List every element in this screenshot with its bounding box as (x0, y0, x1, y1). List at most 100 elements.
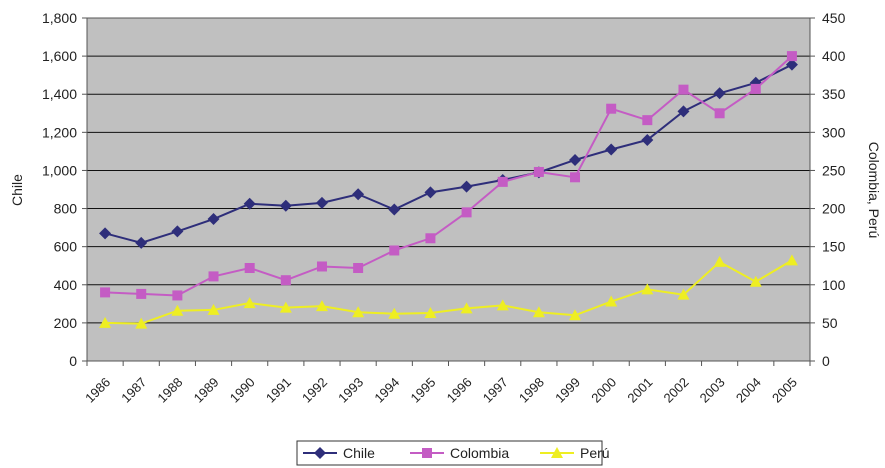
x-tick-label: 1995 (407, 375, 438, 406)
data-point (388, 203, 401, 216)
data-point (422, 448, 432, 458)
data-point (786, 51, 797, 62)
left-tick-label: 1,200 (42, 124, 77, 140)
legend-label: Perú (580, 445, 610, 461)
x-tick-label: 1992 (299, 375, 330, 406)
data-point (315, 300, 328, 312)
data-point (532, 306, 545, 318)
left-tick-label: 0 (69, 353, 77, 369)
data-point (353, 263, 364, 274)
data-point (497, 176, 508, 187)
data-point (424, 186, 437, 199)
data-point (208, 271, 219, 282)
data-point (551, 447, 563, 458)
data-point (605, 295, 618, 307)
x-tick-label: 2005 (769, 375, 800, 406)
x-tick-label: 1988 (154, 375, 185, 406)
x-tick-label: 1989 (191, 375, 222, 406)
data-point (388, 307, 401, 319)
data-point (606, 103, 617, 114)
left-tick-label: 1,800 (42, 10, 77, 26)
right-tick-label: 0 (822, 353, 830, 369)
data-point (352, 188, 365, 201)
legend-item-perú: Perú (540, 445, 610, 461)
series-line (105, 55, 793, 297)
data-point (243, 197, 256, 210)
right-tick-label: 350 (822, 86, 846, 102)
x-tick-label: 1986 (82, 375, 113, 406)
series-perú (99, 254, 798, 329)
legend: Chile Colombia Perú (296, 440, 610, 466)
x-axis-ticks: 1986 1987 1988 1989 1990 1991 1992 1993 1994 1995… (82, 361, 811, 406)
left-tick-label: 1,000 (42, 162, 77, 178)
right-axis-ticks: 0 50 100 150 200 250 300 350 400 450 (810, 10, 846, 369)
x-tick-label: 1999 (552, 375, 583, 406)
data-point (171, 225, 184, 238)
right-tick-label: 250 (822, 162, 846, 178)
data-point (207, 303, 220, 315)
data-point (749, 275, 762, 287)
right-tick-label: 100 (822, 277, 846, 293)
data-point (279, 301, 292, 313)
left-tick-label: 600 (54, 239, 78, 255)
data-point (389, 245, 400, 256)
data-point (785, 58, 798, 71)
data-point (244, 263, 255, 274)
right-tick-label: 50 (822, 315, 838, 331)
right-tick-label: 300 (822, 124, 846, 140)
data-point (136, 288, 147, 299)
legend-label: Chile (343, 445, 375, 461)
right-tick-label: 400 (822, 48, 846, 64)
data-point (279, 199, 292, 212)
data-point (100, 287, 111, 298)
left-tick-label: 200 (54, 315, 78, 331)
data-point (570, 172, 581, 183)
data-point (207, 213, 220, 226)
data-point (678, 84, 689, 95)
x-tick-label: 2000 (588, 375, 619, 406)
data-point (605, 143, 618, 156)
left-axis-label: Chile (9, 174, 25, 206)
left-tick-label: 1,400 (42, 86, 77, 102)
series-layer (99, 51, 798, 329)
data-point (785, 254, 798, 266)
data-point (569, 153, 582, 166)
data-point (461, 207, 472, 218)
data-point (713, 87, 726, 100)
data-point (425, 233, 436, 244)
data-point (713, 255, 726, 267)
data-point (750, 83, 761, 94)
x-tick-label: 1990 (227, 375, 258, 406)
data-point (460, 302, 473, 314)
data-point (424, 306, 437, 318)
legend-item-chile: Chile (303, 445, 375, 461)
data-point (569, 309, 582, 321)
data-point (316, 261, 327, 272)
data-point (641, 283, 654, 295)
data-point (677, 105, 690, 118)
data-point (280, 275, 291, 286)
left-axis-ticks: 0 200 400 600 800 1,000 1,200 1,400 1,600 1,800 (42, 10, 87, 369)
x-tick-label: 2004 (733, 375, 764, 406)
x-tick-label: 1996 (444, 375, 475, 406)
series-colombia (100, 51, 797, 301)
left-tick-label: 1,600 (42, 48, 77, 64)
data-point (677, 288, 690, 300)
legend-item-colombia: Colombia (410, 445, 509, 461)
data-point (171, 304, 184, 316)
x-tick-label: 1998 (516, 375, 547, 406)
data-point (314, 447, 326, 459)
x-tick-label: 1997 (480, 375, 511, 406)
data-point (135, 317, 148, 329)
data-point (243, 297, 256, 309)
data-point (641, 133, 654, 146)
x-tick-label: 1994 (371, 375, 402, 406)
x-tick-label: 1993 (335, 375, 366, 406)
right-tick-label: 450 (822, 10, 846, 26)
series-line (105, 259, 793, 325)
legend-label: Colombia (450, 445, 509, 461)
x-tick-label: 1987 (118, 375, 149, 406)
data-point (99, 227, 112, 240)
data-point (533, 166, 544, 177)
data-point (496, 299, 509, 311)
